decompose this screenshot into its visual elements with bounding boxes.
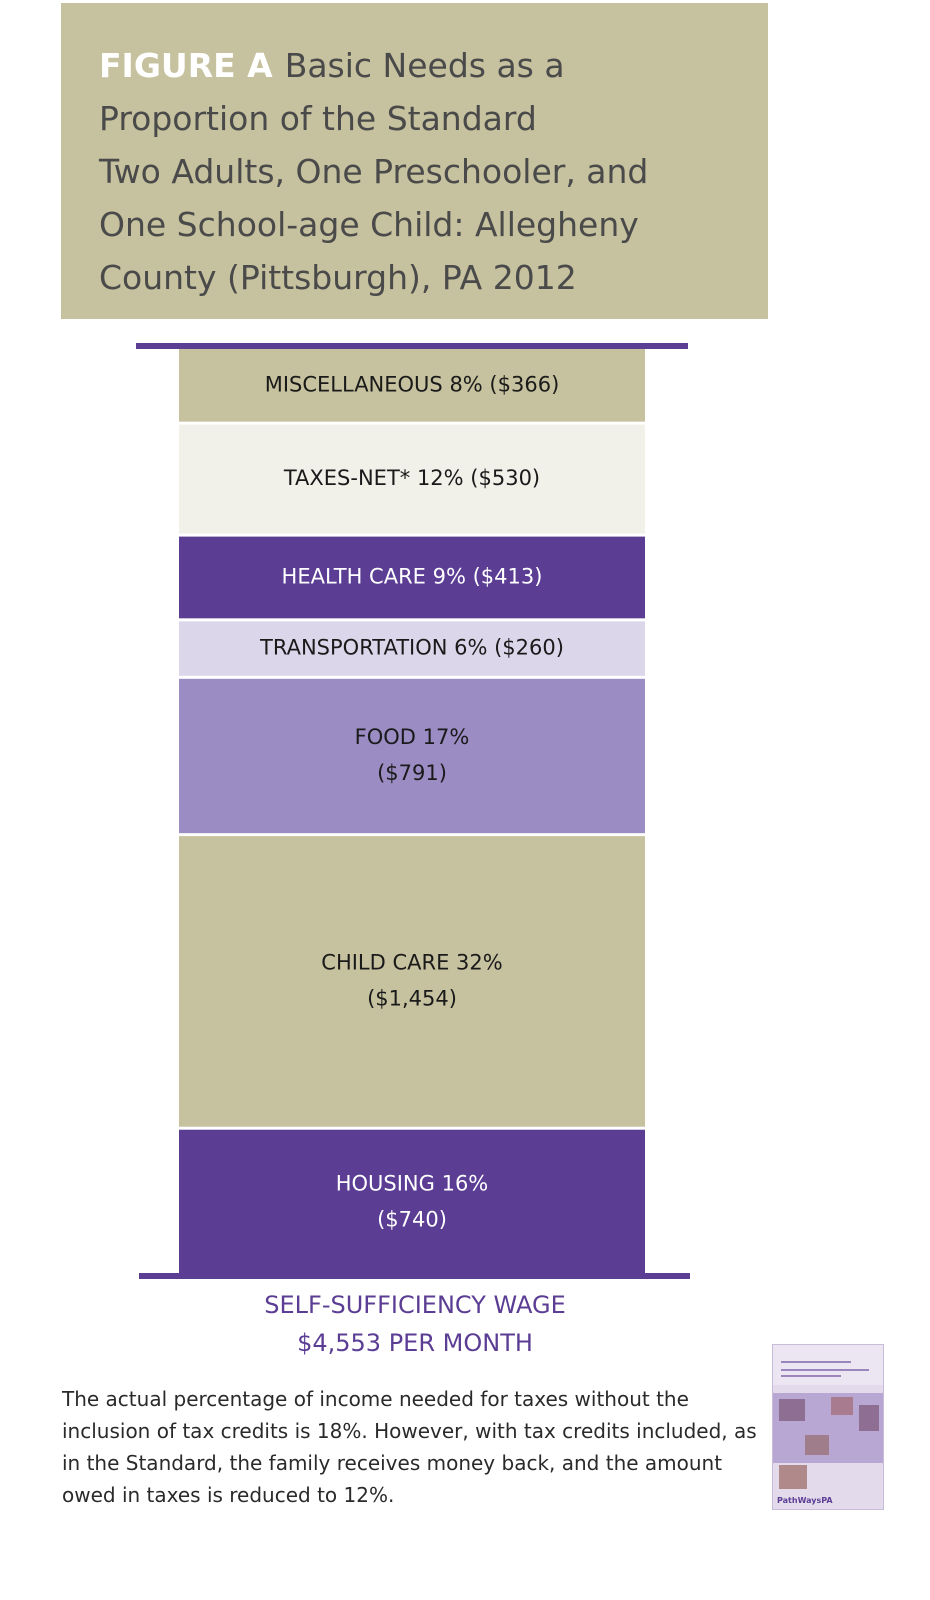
segment-miscellaneous <box>179 349 645 422</box>
segment-label-housing: HOUSING 16% <box>336 1171 489 1195</box>
segment-food <box>179 678 645 834</box>
segment-housing <box>179 1129 645 1275</box>
segment-label-food: FOOD 17% <box>355 725 470 749</box>
title-line-1: FIGURE A Basic Needs as a <box>99 39 738 92</box>
title-line-5: County (Pittsburgh), PA 2012 <box>99 258 577 297</box>
segment-label-child-care: ($1,454) <box>367 986 457 1010</box>
segment-transportation <box>179 621 645 676</box>
stacked-bar-chart: HOUSING 16% ($740) CHILD CARE 32% ($1,454) F… <box>136 343 690 1279</box>
wage-label: SELF-SUFFICIENCY WAGE <box>264 1291 566 1319</box>
segment-label-health-care: HEALTH CARE 9% ($413) <box>282 564 543 588</box>
title-line-3: Two Adults, One Preschooler, and <box>99 152 649 191</box>
footnote-text: The actual percentage of income needed f… <box>62 1387 757 1507</box>
segment-taxes-net <box>179 424 645 534</box>
figure-title-box: FIGURE A Basic Needs as a Proportion of t… <box>61 3 768 319</box>
figure-label: FIGURE A <box>99 46 273 85</box>
report-cover-thumbnail: PathWaysPA <box>772 1344 884 1510</box>
segment-label-housing: ($740) <box>377 1207 447 1231</box>
segment-health-care <box>179 536 645 619</box>
title-line-4: One School-age Child: Allegheny <box>99 205 639 244</box>
chart-segments: HOUSING 16% ($740) CHILD CARE 32% ($1,454) F… <box>179 349 645 1275</box>
title-text-1: Basic Needs as a <box>284 46 565 85</box>
segment-label-miscellaneous: MISCELLANEOUS 8% ($366) <box>265 372 560 396</box>
segment-label-food: ($791) <box>377 761 447 785</box>
cover-logo: PathWaysPA <box>777 1496 833 1505</box>
wage-amount: $4,553 PER MONTH <box>297 1329 533 1357</box>
title-line-2: Proportion of the Standard <box>99 99 537 138</box>
segment-child-care <box>179 836 645 1127</box>
segment-label-child-care: CHILD CARE 32% <box>321 950 502 974</box>
segment-label-transportation: TRANSPORTATION 6% ($260) <box>259 636 564 660</box>
segment-label-taxes-net: TAXES-NET* 12% ($530) <box>283 466 540 490</box>
